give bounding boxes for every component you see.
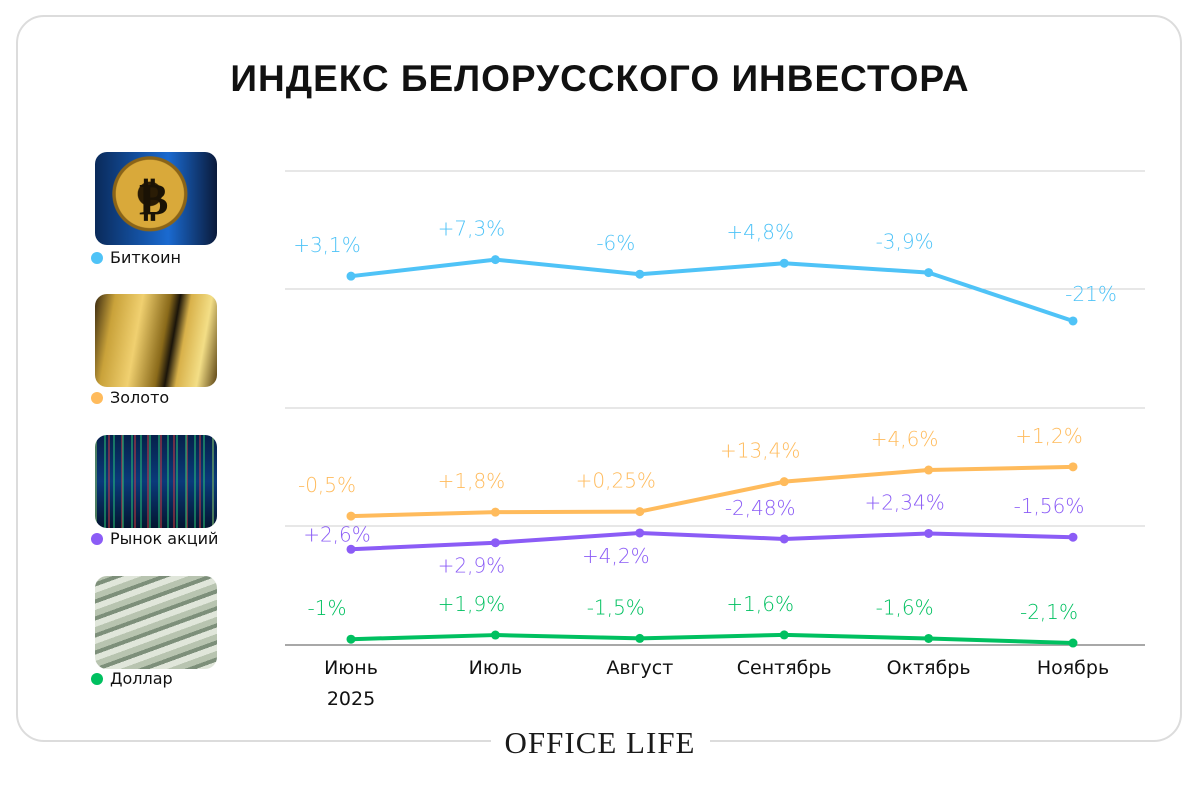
legend-dot	[91, 672, 103, 685]
data-label: -1,56%	[1014, 494, 1085, 518]
gold-bars-photo	[95, 294, 217, 387]
legend-label: Биткоин	[110, 248, 182, 267]
data-point	[346, 634, 356, 644]
x-tick-label: Октябрь	[887, 657, 971, 679]
legend-dot	[91, 532, 103, 545]
data-label: +3,1%	[293, 233, 361, 257]
legend-item-dollar: Доллар	[91, 669, 173, 688]
data-label: -2,48%	[725, 496, 796, 520]
data-point	[779, 534, 789, 544]
dollar-bills-photo	[95, 576, 217, 669]
data-point	[924, 633, 934, 643]
data-point	[1068, 532, 1078, 542]
data-label: +2,9%	[438, 554, 506, 578]
data-label: +7,3%	[438, 217, 506, 241]
data-label: -1%	[308, 596, 347, 620]
data-label: -2,1%	[1020, 600, 1078, 624]
data-point	[346, 544, 356, 554]
data-label: +2,6%	[303, 522, 371, 546]
series-line	[350, 257, 1074, 323]
series-line	[350, 464, 1074, 519]
series-line	[350, 632, 1074, 646]
data-label: +4,8%	[726, 220, 794, 244]
x-tick-sublabel: 2025	[327, 688, 375, 710]
page-title: ИНДЕКС БЕЛОРУССКОГО ИНВЕСТОРА	[230, 58, 970, 99]
data-point	[490, 538, 500, 548]
bitcoin-photo: ₿	[95, 152, 217, 245]
data-point	[1068, 462, 1078, 472]
legend-item-stocks: Рынок акций	[91, 529, 218, 548]
data-label: -1,5%	[587, 595, 645, 619]
data-point	[635, 269, 645, 279]
data-point	[924, 528, 934, 538]
x-tick-label: Август	[606, 657, 673, 679]
series-line	[350, 530, 1074, 552]
x-tick-label: Июль	[469, 657, 523, 679]
data-label: -3,9%	[876, 230, 934, 254]
data-point	[346, 511, 356, 521]
legend-label: Рынок акций	[110, 529, 219, 548]
data-label: +1,9%	[438, 592, 506, 616]
legend-label: Золото	[110, 388, 170, 407]
data-label: +4,6%	[871, 427, 939, 451]
data-point	[779, 477, 789, 487]
data-point	[635, 633, 645, 643]
data-point	[490, 630, 500, 640]
data-label: -6%	[596, 231, 635, 255]
data-point	[924, 465, 934, 475]
data-point	[635, 507, 645, 517]
x-tick-label: Сентябрь	[737, 657, 832, 679]
stock-chart-photo	[95, 435, 217, 528]
data-label: +4,2%	[582, 544, 650, 568]
data-label: +1,2%	[1015, 424, 1083, 448]
data-label: +13,4%	[720, 439, 800, 463]
data-point	[490, 255, 500, 265]
legend-label: Доллар	[110, 669, 173, 688]
data-point	[924, 268, 934, 278]
office-life-logo: OFFICE LIFE	[0, 725, 1200, 761]
legend-dot	[91, 251, 103, 264]
legend-dot	[91, 391, 103, 404]
data-point	[346, 271, 356, 281]
data-label: +2,34%	[864, 490, 944, 514]
data-label: -21%	[1065, 282, 1117, 306]
data-label: -0,5%	[298, 473, 356, 497]
data-point	[779, 258, 789, 268]
x-tick-label: Июнь	[324, 657, 378, 679]
data-label: -1,6%	[876, 595, 934, 619]
data-point	[1068, 316, 1078, 326]
data-point	[490, 507, 500, 517]
data-label: +0,25%	[576, 469, 656, 493]
data-point	[635, 528, 645, 538]
data-label: +1,8%	[438, 469, 506, 493]
data-point	[779, 630, 789, 640]
x-tick-label: Ноябрь	[1037, 657, 1109, 679]
data-point	[1068, 638, 1078, 648]
legend-item-gold: Золото	[91, 388, 169, 407]
data-label: +1,6%	[726, 592, 794, 616]
legend-item-bitcoin: Биткоин	[91, 248, 181, 267]
